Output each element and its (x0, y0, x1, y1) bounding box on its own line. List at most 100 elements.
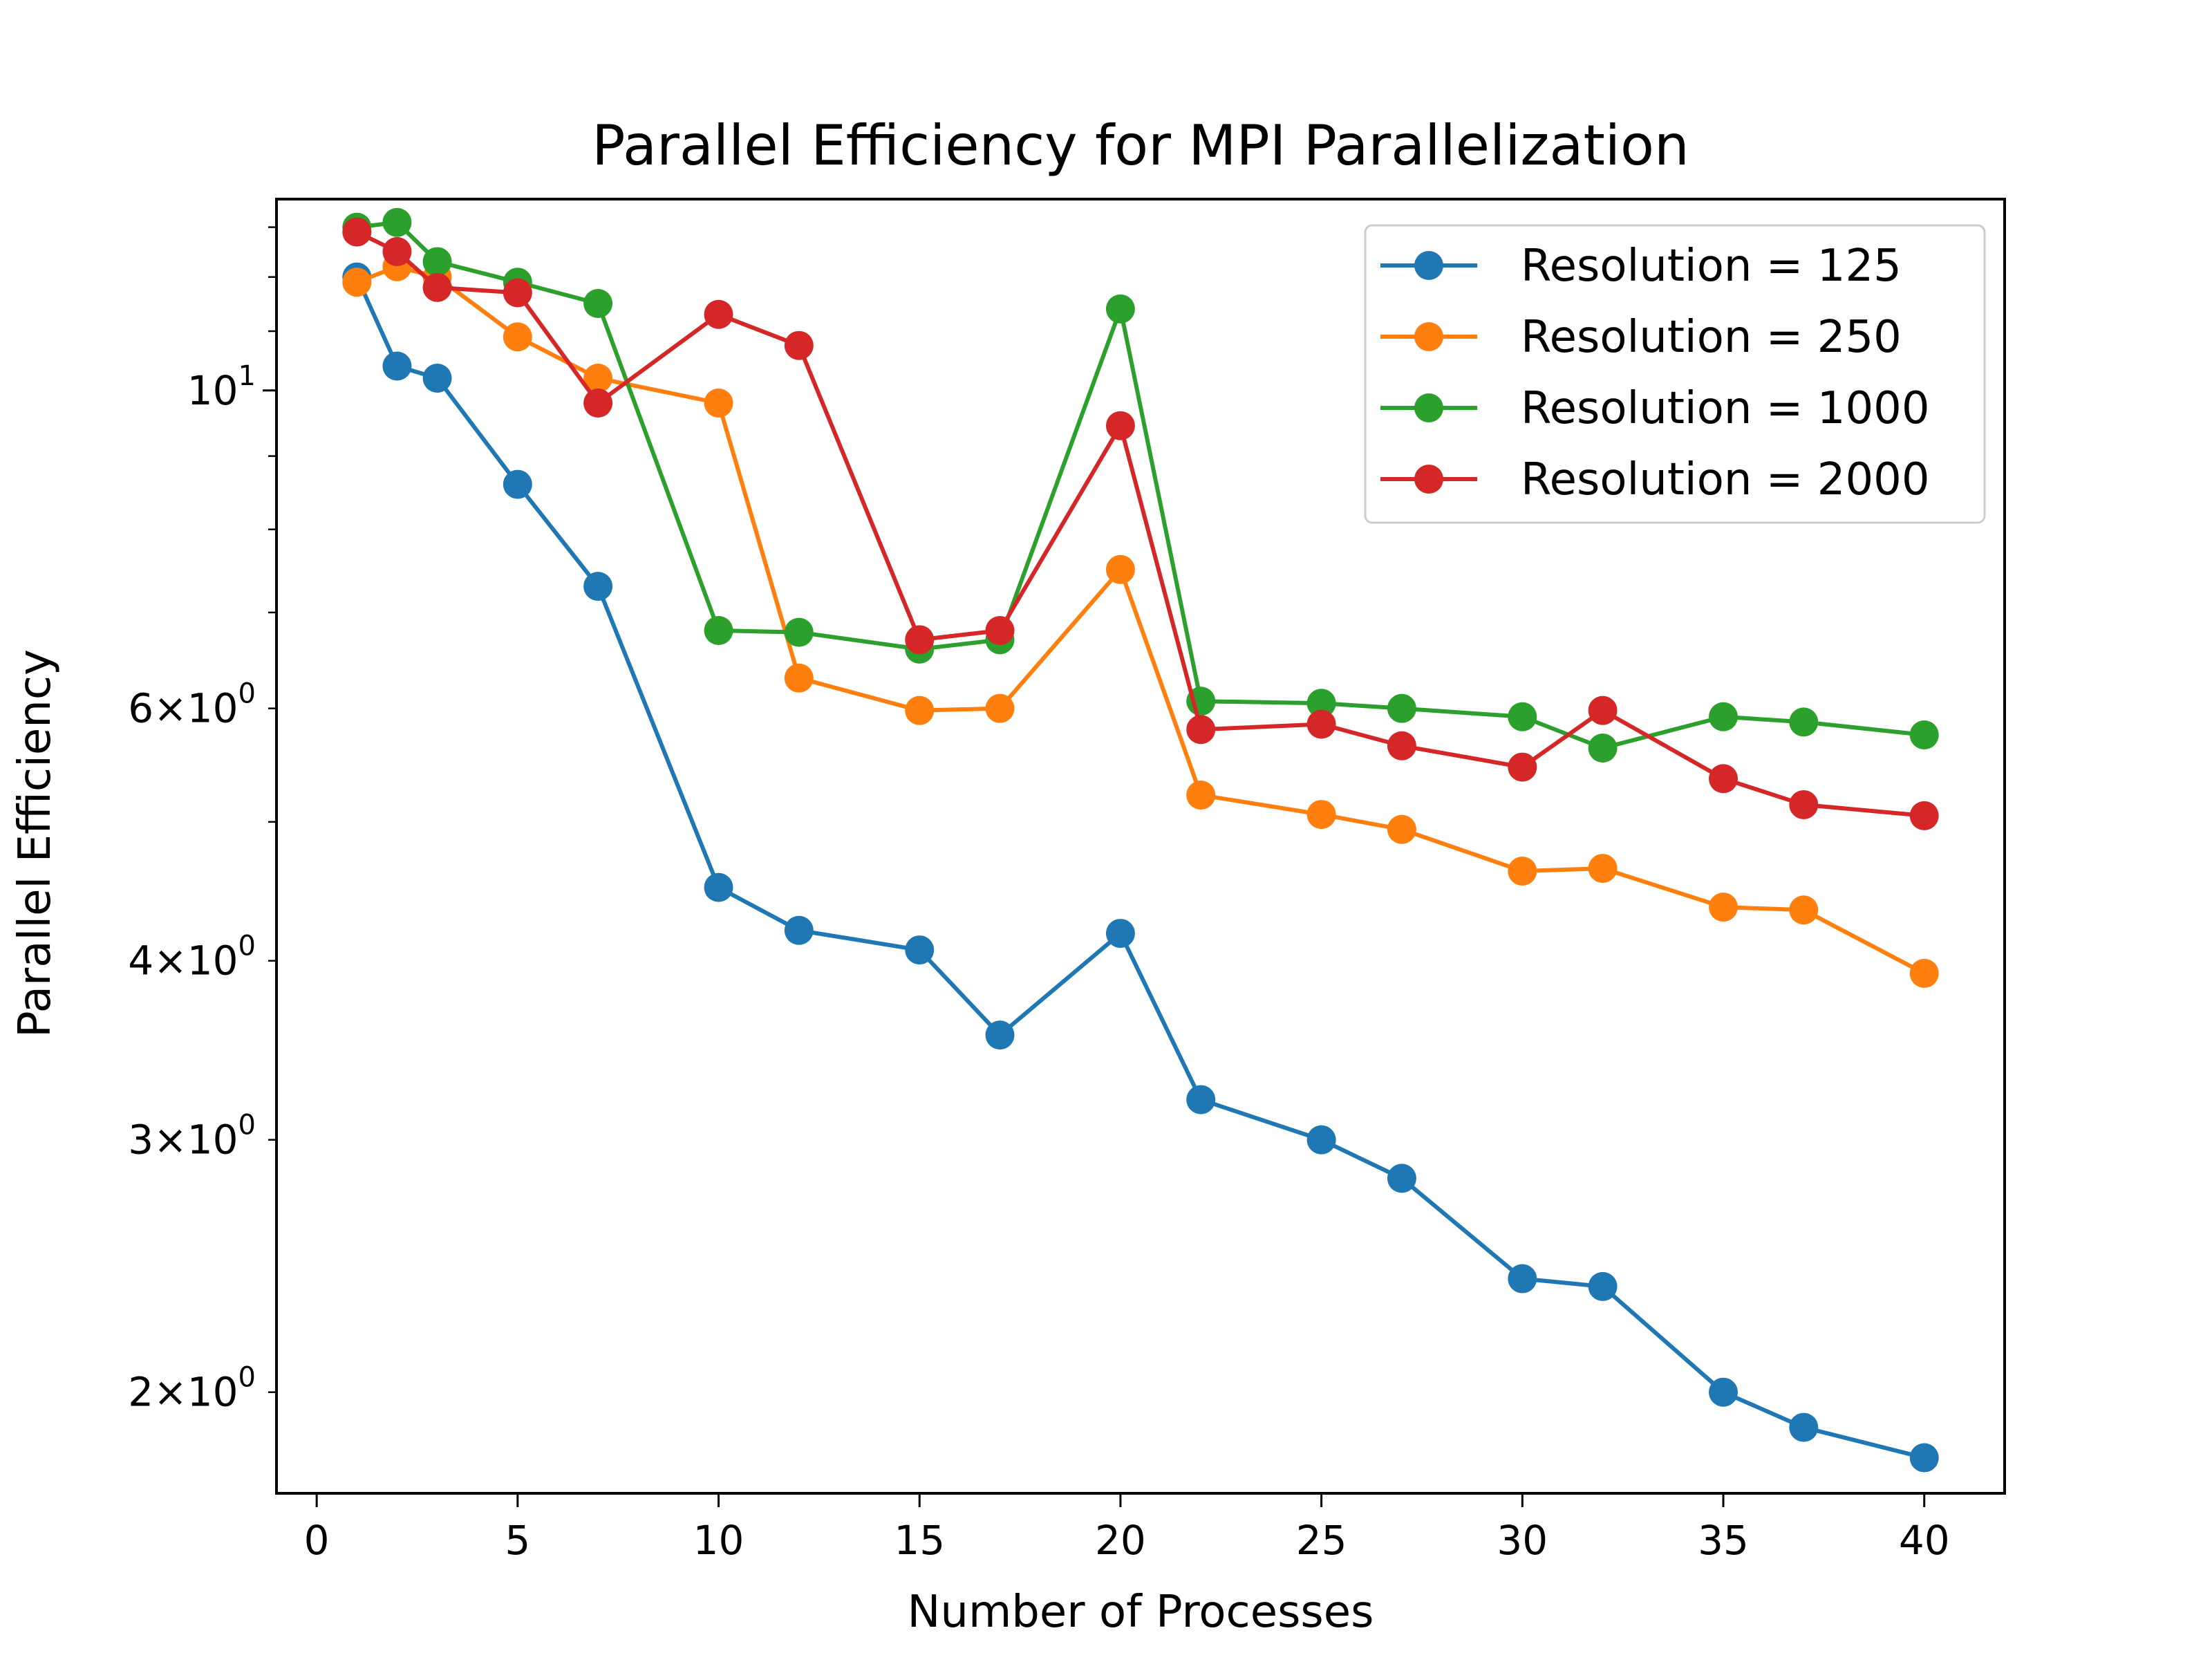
x-tick-label: 10 (693, 1517, 744, 1564)
chart-title: Parallel Efficiency for MPI Parallelizat… (592, 113, 1689, 178)
data-point (503, 469, 532, 499)
data-point (1709, 764, 1738, 794)
data-point (1306, 1125, 1336, 1155)
data-point (1909, 958, 1939, 988)
y-tick-label-text: 4×100 (128, 931, 256, 984)
legend-marker (1414, 465, 1443, 494)
x-tick-label: 15 (894, 1517, 945, 1564)
data-point (1789, 707, 1819, 737)
data-point (503, 278, 532, 308)
data-point (1306, 709, 1336, 739)
data-point (382, 351, 412, 381)
plot-series (342, 207, 1939, 1473)
data-point (704, 872, 733, 902)
data-point (1789, 895, 1819, 925)
legend-marker (1414, 322, 1443, 351)
legend-label: Resolution = 125 (1521, 241, 1902, 292)
series-line (355, 276, 1925, 1460)
y-tick-label-text: 3×100 (128, 1110, 256, 1164)
data-point (1508, 702, 1537, 731)
data-point (1588, 733, 1618, 763)
x-axis-label: Number of Processes (908, 1587, 1374, 1638)
data-point (704, 388, 733, 418)
data-point (1387, 731, 1416, 760)
legend-box (1364, 224, 1986, 524)
data-point (1709, 702, 1738, 731)
y-axis-label: Parallel Efficiency (10, 649, 61, 1038)
data-point (784, 617, 814, 647)
series-2 (342, 207, 1939, 763)
data-point (1789, 1412, 1819, 1442)
data-point (1387, 693, 1416, 723)
x-tick-label: 35 (1698, 1517, 1749, 1564)
y-tick-exponent: 1 (238, 360, 256, 392)
y-tick-label-text: 6×100 (128, 678, 256, 732)
data-point (382, 207, 412, 237)
data-point (1186, 1085, 1216, 1114)
x-tick-label: 40 (1899, 1517, 1950, 1564)
data-point (784, 915, 814, 945)
series-1 (342, 252, 1939, 988)
data-point (1508, 856, 1537, 886)
data-point (1508, 752, 1537, 782)
legend-marker (1414, 393, 1443, 422)
y-tick-label: 3×100 (128, 1110, 256, 1164)
legend-label: Resolution = 2000 (1521, 454, 1930, 505)
y-tick-label: 2×100 (128, 1362, 256, 1416)
x-tick-label: 25 (1296, 1517, 1347, 1564)
legend-label: Resolution = 1000 (1521, 383, 1930, 434)
x-tick-label: 5 (505, 1517, 530, 1564)
data-point (1306, 800, 1336, 830)
data-point (1105, 554, 1135, 584)
data-point (583, 388, 613, 418)
data-point (1105, 919, 1135, 949)
data-point (784, 663, 814, 693)
y-tick-label: 4×100 (128, 931, 256, 984)
data-point (1709, 1377, 1738, 1407)
data-point (985, 1020, 1015, 1050)
data-point (1588, 854, 1618, 884)
data-point (583, 572, 613, 601)
data-point (905, 695, 935, 725)
data-point (704, 299, 733, 329)
x-tick-label: 0 (304, 1517, 330, 1564)
y-tick-exponent: 0 (238, 1362, 256, 1394)
data-point (704, 616, 733, 645)
data-point (583, 363, 613, 393)
data-point (905, 625, 935, 655)
data-point (422, 247, 452, 277)
legend-entry: Resolution = 2000 (1380, 454, 1930, 505)
data-point (1105, 294, 1135, 324)
data-point (1909, 1443, 1939, 1473)
legend: Resolution = 125 Resolution = 250 Resoluti… (1364, 224, 1986, 524)
legend-entry: Resolution = 125 (1380, 241, 1902, 292)
data-point (342, 217, 372, 247)
y-tick-label: 6×100 (128, 678, 256, 732)
data-point (1709, 893, 1738, 922)
legend-label: Resolution = 250 (1521, 312, 1902, 363)
data-point (1387, 1164, 1416, 1193)
plot-area-frame (275, 198, 2006, 1495)
legend-entry: Resolution = 1000 (1380, 383, 1930, 434)
data-point (784, 330, 814, 360)
data-point (1186, 781, 1216, 810)
data-point (1588, 1271, 1618, 1301)
data-point (1909, 801, 1939, 830)
data-point (422, 272, 452, 302)
data-point (905, 935, 935, 965)
data-point (985, 693, 1015, 723)
data-point (1909, 720, 1939, 749)
legend-marker (1414, 251, 1443, 280)
y-tick-exponent: 0 (238, 931, 256, 962)
data-point (583, 288, 613, 318)
data-point (342, 268, 372, 297)
data-point (422, 363, 452, 393)
data-point (1588, 695, 1618, 725)
y-tick-exponent: 0 (238, 678, 256, 710)
data-point (985, 616, 1015, 645)
data-point (1105, 411, 1135, 440)
data-point (1387, 814, 1416, 844)
data-point (503, 322, 532, 352)
